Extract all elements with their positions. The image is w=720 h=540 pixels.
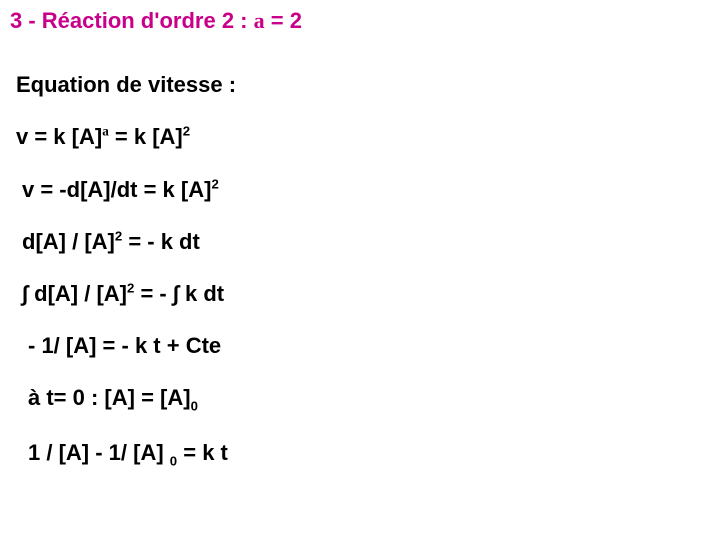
eq-text-1: Equation de vitesse : [16,72,236,97]
eq-text-5: ∫ d[A] / [A]2 = - ∫ k dt [22,281,224,306]
eq-text-3: v = -d[A]/dt = k [A]2 [22,177,219,202]
eq-line-2: v = k [A]a = k [A]2 [10,124,710,150]
eq-line-6: - 1/ [A] = - k t + Cte [10,333,710,359]
slide-page: 3 - Réaction d'ordre 2 : a = 2 Equation … [0,0,720,540]
eq-line-7: à t= 0 : [A] = [A]0 [10,385,710,413]
title-text: 3 - Réaction d'ordre 2 : a = 2 [10,8,302,33]
eq-text-8: 1 / [A] - 1/ [A] 0 = k t [28,440,228,465]
eq-text-7: à t= 0 : [A] = [A]0 [28,385,198,410]
eq-line-1: Equation de vitesse : [10,72,710,98]
eq-text-4: d[A] / [A]2 = - k dt [22,229,200,254]
eq-text-2: v = k [A]a = k [A]2 [16,124,190,149]
eq-line-3: v = -d[A]/dt = k [A]2 [10,176,710,202]
eq-text-6: - 1/ [A] = - k t + Cte [28,333,221,358]
slide-title: 3 - Réaction d'ordre 2 : a = 2 [10,8,710,34]
eq-line-5: ∫ d[A] / [A]2 = - ∫ k dt [10,281,710,307]
eq-line-4: d[A] / [A]2 = - k dt [10,229,710,255]
eq-line-8: 1 / [A] - 1/ [A] 0 = k t [10,440,710,468]
